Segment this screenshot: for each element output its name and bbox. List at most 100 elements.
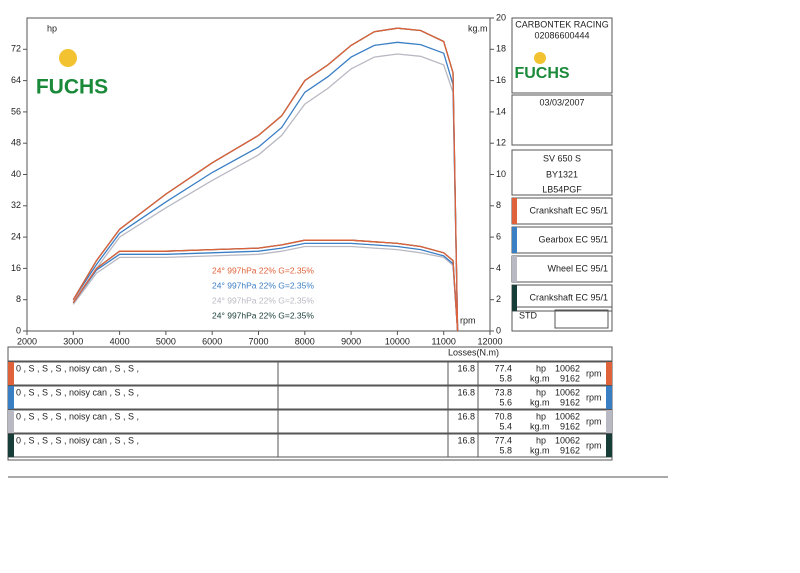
logo-icon [534, 52, 546, 64]
chart-logo: FUCHS [36, 49, 108, 99]
date: 03/03/2007 [539, 97, 584, 107]
peak-hp: 77.4 [494, 363, 512, 373]
row-stripe [606, 386, 612, 409]
y2-tick-label: 12 [496, 138, 506, 148]
y2-tick-label: 20 [496, 12, 506, 22]
std-box [511, 306, 613, 332]
legend-label: Wheel EC 95/1 [547, 263, 608, 273]
run-conditions: 24° 997hPa 22% G=2.35% [212, 310, 314, 320]
peak-torque: 5.8 [499, 373, 512, 383]
run-notes: 0 , S , S , S , noisy can , S , S , [16, 411, 139, 421]
power-line [72, 27, 459, 332]
legend-label: Gearbox EC 95/1 [538, 234, 608, 244]
hp-rpm: 10062 [555, 387, 580, 397]
peak-hp: 70.8 [494, 411, 512, 421]
logo-text: FUCHS [36, 76, 108, 99]
losses-header: Losses(N.m) [448, 347, 499, 357]
x-unit: rpm [460, 315, 476, 325]
phone: 02086600444 [534, 30, 589, 40]
torque-line [72, 242, 459, 332]
torque-rpm: 9162 [560, 421, 580, 431]
row-stripe [8, 434, 14, 457]
hp-unit: hp [536, 435, 546, 445]
hp-rpm: 10062 [555, 435, 580, 445]
torque-rpm: 9162 [560, 373, 580, 383]
legend-swatch [512, 227, 517, 253]
row-stripe [8, 410, 14, 433]
rpm-unit: rpm [586, 416, 602, 426]
legend-swatch [512, 198, 517, 224]
kgm-unit: kg.m [530, 421, 550, 431]
hp-unit: hp [536, 411, 546, 421]
y-unit: hp [47, 23, 57, 33]
x-tick-label: 11000 [432, 336, 456, 346]
model: SV 650 S [543, 153, 581, 163]
hp-unit: hp [536, 387, 546, 397]
logo-text: FUCHS [514, 65, 569, 82]
rpm-unit: rpm [586, 392, 602, 402]
date-box [511, 94, 613, 146]
plate: LB54PGF [542, 184, 582, 194]
peak-torque: 5.6 [499, 397, 512, 407]
run-conditions: 24° 997hPa 22% G=2.35% [212, 295, 314, 305]
losses: 16.8 [457, 387, 475, 397]
y2-tick-label: 0 [496, 325, 501, 335]
run-notes: 0 , S , S , S , noisy can , S , S , [16, 435, 139, 445]
y-tick-label: 48 [11, 138, 21, 148]
x-tick-label: 2000 [17, 336, 37, 346]
y2-tick-label: 2 [496, 294, 501, 304]
y2-tick-label: 10 [496, 169, 506, 179]
row-stripe [8, 386, 14, 409]
losses: 16.8 [457, 435, 475, 445]
run-conditions: 24° 997hPa 22% G=2.35% [212, 280, 314, 290]
x-tick-label: 9000 [341, 336, 361, 346]
peak-torque: 5.8 [499, 445, 512, 455]
legend-label: Crankshaft EC 95/1 [529, 205, 608, 215]
y-tick-label: 24 [11, 231, 21, 241]
kgm-unit: kg.m [530, 397, 550, 407]
kgm-unit: kg.m [530, 445, 550, 455]
torque-rpm: 9162 [560, 397, 580, 407]
y-tick-label: 16 [11, 263, 21, 273]
run-conditions: 24° 997hPa 22% G=2.35% [212, 265, 314, 275]
company-box [511, 17, 613, 94]
losses: 16.8 [457, 411, 475, 421]
x-tick-label: 8000 [295, 336, 315, 346]
row-stripe [8, 362, 14, 385]
y-tick-label: 72 [11, 44, 21, 54]
peak-torque: 5.4 [499, 421, 512, 431]
run-notes: 0 , S , S , S , noisy can , S , S , [16, 387, 139, 397]
y-tick-label: 8 [16, 294, 21, 304]
legend-swatch [512, 256, 517, 282]
losses: 16.8 [457, 363, 475, 373]
company: CARBONTEK RACING [515, 19, 609, 29]
y-tick-label: 32 [11, 200, 21, 210]
kgm-unit: kg.m [530, 373, 550, 383]
x-tick-label: 4000 [110, 336, 130, 346]
torque-rpm: 9162 [560, 445, 580, 455]
std: STD [519, 310, 538, 320]
rpm-unit: rpm [586, 368, 602, 378]
power-line [72, 41, 459, 332]
row-stripe [606, 434, 612, 457]
x-tick-label: 12000 [477, 336, 502, 346]
y2-tick-label: 4 [496, 263, 501, 273]
legend-label: Crankshaft EC 95/1 [529, 292, 608, 302]
y-tick-label: 0 [16, 325, 21, 335]
torque-line [72, 245, 459, 332]
x-tick-label: 5000 [156, 336, 176, 346]
legend-swatch [512, 285, 517, 311]
y2-tick-label: 16 [496, 75, 506, 85]
run-notes: 0 , S , S , S , noisy can , S , S , [16, 363, 139, 373]
hp-unit: hp [536, 363, 546, 373]
peak-hp: 73.8 [494, 387, 512, 397]
x-tick-label: 7000 [248, 336, 268, 346]
vehicle-id: BY1321 [546, 169, 578, 179]
y2-tick-label: 8 [496, 200, 501, 210]
y-tick-label: 40 [11, 169, 21, 179]
x-tick-label: 3000 [63, 336, 83, 346]
row-stripe [606, 410, 612, 433]
power-line [72, 53, 459, 332]
y2-tick-label: 14 [496, 106, 506, 116]
